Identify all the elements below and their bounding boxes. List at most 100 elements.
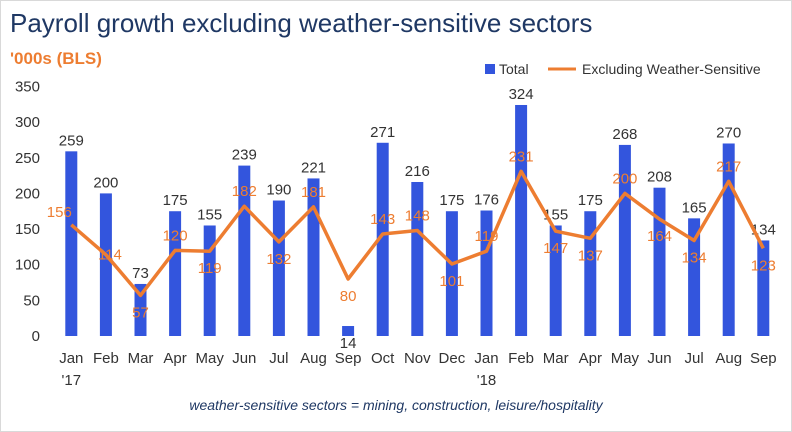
bar-total	[134, 283, 147, 336]
data-label-excluding: 156	[47, 204, 72, 221]
data-label-total: 175	[578, 192, 603, 209]
x-tick-label: Jul	[269, 350, 288, 367]
data-label-excluding: 231	[509, 148, 534, 165]
chart-footnote: weather-sensitive sectors = mining, cons…	[189, 397, 603, 413]
bar-total	[688, 218, 701, 336]
data-label-excluding: 119	[475, 228, 499, 245]
data-label-excluding: 200	[612, 170, 637, 187]
line-excluding-weather-sensitive	[70, 169, 765, 298]
bar-total	[722, 143, 735, 336]
y-axis: 0 50 100 150 200 250 300 350	[15, 78, 40, 345]
bar-total	[549, 225, 562, 336]
data-label-total: 190	[266, 182, 291, 199]
bar-total	[272, 200, 285, 336]
x-tick-label: Apr	[579, 350, 602, 367]
data-label-total: 268	[612, 126, 637, 143]
data-label-total: 14	[340, 335, 357, 352]
bar-total	[653, 187, 666, 336]
x-tick-label: Sep	[335, 350, 362, 367]
y-tick-label: 250	[15, 150, 40, 167]
bar-total	[203, 225, 216, 336]
data-label-excluding: 182	[232, 183, 257, 200]
y-tick-label: 0	[32, 328, 40, 345]
x-tick-label: Feb	[93, 350, 119, 367]
x-tick-label: May	[196, 350, 225, 367]
data-label-total: 176	[474, 192, 499, 209]
data-label-excluding: 134	[682, 249, 707, 266]
data-label-total: 175	[163, 192, 188, 209]
data-label-excluding: 143	[370, 211, 395, 228]
bar-total	[757, 240, 770, 336]
data-label-total: 208	[647, 169, 672, 186]
bar-total	[65, 151, 78, 336]
x-tick-label: Oct	[371, 350, 395, 367]
bar-total	[169, 211, 182, 336]
legend-swatch-total	[485, 64, 495, 74]
bar-total	[99, 193, 112, 336]
y-tick-label: 100	[15, 257, 40, 274]
data-label-excluding: 137	[578, 247, 603, 264]
data-label-total: 155	[197, 206, 222, 223]
chart-title: Payroll growth excluding weather-sensiti…	[10, 8, 593, 38]
data-label-total: 221	[301, 159, 326, 176]
x-tick-label: Apr	[163, 350, 186, 367]
x-tick-label: Feb	[508, 350, 534, 367]
x-tick-label: Nov	[404, 350, 431, 367]
y-tick-label: 50	[23, 292, 40, 309]
x-tick-label: Aug	[300, 350, 327, 367]
x-tick-label: Jan	[474, 350, 498, 367]
data-label-excluding: 147	[543, 240, 568, 257]
y-tick-label: 350	[15, 78, 40, 95]
legend-label-total: Total	[499, 61, 529, 77]
line-labels-excluding: 156 114 57 120 119 182 132 181 80 143 148 101 119 231…	[47, 148, 776, 321]
data-label-excluding: 119	[198, 260, 222, 277]
data-label-excluding: 80	[340, 288, 357, 305]
data-label-excluding: 120	[163, 227, 188, 244]
x-axis: Jan '17 Feb Mar Apr May Jun Jul Aug Sep Oct Nov Dec J…	[59, 350, 776, 389]
data-label-excluding: 217	[716, 158, 741, 175]
x-tick-label: Jun	[232, 350, 256, 367]
data-label-excluding: 148	[405, 207, 430, 224]
data-label-excluding: 114	[98, 247, 122, 264]
data-label-excluding: 123	[751, 257, 776, 274]
data-label-excluding: 181	[301, 184, 326, 201]
x-year-label: '18	[477, 372, 497, 389]
y-tick-label: 300	[15, 114, 40, 131]
data-label-total: 200	[93, 174, 118, 191]
x-tick-label: Mar	[128, 350, 154, 367]
x-year-label: '17	[62, 372, 82, 389]
x-tick-label: Jan	[59, 350, 83, 367]
data-label-total: 324	[509, 86, 534, 103]
bar-total	[307, 178, 320, 336]
x-tick-label: Mar	[543, 350, 569, 367]
data-label-total: 73	[132, 265, 149, 282]
data-label-total: 239	[232, 147, 257, 164]
data-label-excluding: 132	[266, 251, 291, 268]
x-tick-label: May	[611, 350, 640, 367]
y-tick-label: 200	[15, 185, 40, 202]
data-label-total: 271	[370, 124, 395, 141]
bar-total	[445, 211, 458, 336]
data-label-total: 175	[439, 192, 464, 209]
y-tick-label: 150	[15, 221, 40, 238]
legend: Total Excluding Weather-Sensitive	[485, 61, 761, 77]
bar-total	[515, 104, 528, 336]
data-label-total: 165	[682, 199, 707, 216]
data-label-excluding: 57	[132, 304, 149, 321]
x-tick-label: Dec	[439, 350, 466, 367]
x-tick-label: Aug	[715, 350, 742, 367]
data-label-total: 259	[59, 132, 84, 149]
bar-total	[342, 326, 355, 336]
bar-total	[584, 211, 597, 336]
bar-total	[376, 142, 389, 336]
data-label-excluding: 164	[647, 228, 672, 245]
x-tick-label: Jun	[647, 350, 671, 367]
x-tick-label: Sep	[750, 350, 777, 367]
x-tick-label: Jul	[685, 350, 704, 367]
data-label-excluding: 101	[439, 273, 464, 290]
data-label-total: 270	[716, 124, 741, 141]
data-label-total: 216	[405, 163, 430, 180]
bar-total	[411, 181, 424, 336]
legend-label-excluding: Excluding Weather-Sensitive	[582, 61, 761, 77]
